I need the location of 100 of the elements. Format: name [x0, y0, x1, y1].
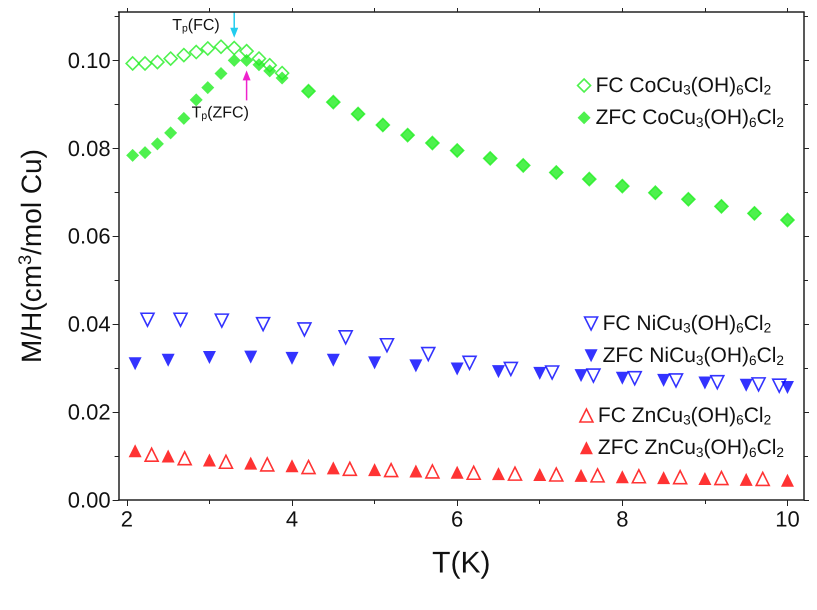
point	[126, 148, 140, 162]
point	[504, 362, 518, 376]
y-tick-label: 0.10	[68, 48, 111, 73]
point	[780, 380, 794, 394]
point	[176, 48, 192, 62]
point	[751, 377, 766, 392]
y-tick-label: 0.06	[68, 224, 111, 249]
y-tick-label: 0.00	[68, 488, 111, 512]
point	[409, 359, 422, 372]
point	[420, 346, 436, 362]
point	[714, 470, 729, 486]
point	[574, 369, 588, 382]
point	[297, 322, 312, 337]
point	[657, 471, 670, 484]
point	[190, 93, 203, 106]
point	[672, 470, 688, 484]
point	[574, 468, 588, 482]
point	[450, 362, 464, 376]
point	[462, 356, 477, 370]
point	[710, 374, 725, 390]
point	[177, 112, 190, 125]
point	[632, 468, 646, 484]
point	[214, 67, 228, 80]
point	[326, 354, 340, 367]
x-axis-title: T(K)	[432, 546, 490, 580]
point	[188, 44, 204, 60]
point	[263, 64, 276, 78]
point	[256, 316, 270, 332]
point	[144, 447, 159, 462]
point	[226, 40, 242, 56]
point	[384, 462, 398, 478]
point	[301, 460, 316, 474]
point	[214, 39, 228, 54]
point	[162, 354, 175, 367]
point	[252, 58, 266, 72]
point	[163, 51, 178, 66]
point	[138, 56, 152, 71]
point	[492, 467, 505, 480]
x-tick-label: 4	[286, 506, 298, 532]
point	[740, 472, 753, 486]
point	[740, 378, 753, 392]
x-tick-label: 10	[775, 506, 800, 532]
point	[548, 467, 564, 482]
x-tick-label: 8	[616, 506, 628, 532]
point	[586, 368, 601, 383]
point	[150, 137, 164, 150]
point	[616, 372, 629, 385]
point	[492, 365, 505, 378]
point	[240, 54, 254, 67]
point	[368, 463, 382, 476]
point	[755, 472, 770, 486]
point	[508, 466, 522, 481]
point	[342, 461, 358, 476]
point	[128, 357, 142, 370]
y-tick-label: 0.02	[68, 400, 111, 425]
point	[590, 468, 605, 483]
point	[202, 351, 216, 364]
point	[409, 464, 422, 478]
point	[772, 378, 787, 393]
point	[368, 356, 382, 370]
y-tick-label: 0.08	[68, 136, 111, 161]
point	[286, 352, 299, 365]
point	[380, 338, 394, 353]
point	[698, 376, 712, 390]
point	[326, 461, 340, 474]
point	[244, 350, 258, 364]
point	[218, 454, 234, 470]
point	[138, 146, 152, 160]
y-axis-title: M/H(cm3/mol Cu)	[15, 149, 47, 363]
point	[214, 313, 230, 328]
point	[228, 54, 241, 67]
point	[780, 474, 794, 487]
point	[173, 312, 188, 328]
point	[177, 450, 192, 466]
point	[128, 444, 142, 458]
x-tick-label: 2	[120, 506, 133, 532]
point	[450, 466, 464, 479]
x-tick-label: 6	[451, 506, 464, 532]
point	[202, 453, 216, 466]
point	[627, 370, 642, 386]
point	[616, 470, 629, 484]
y-tick-label: 0.04	[68, 312, 111, 337]
point	[244, 456, 258, 470]
point	[164, 126, 178, 140]
point	[140, 312, 155, 328]
point	[286, 459, 299, 472]
point	[466, 465, 481, 480]
point	[657, 374, 670, 387]
point	[162, 450, 175, 463]
point	[425, 464, 440, 479]
point	[544, 365, 560, 380]
point	[338, 330, 353, 345]
point	[276, 71, 289, 84]
point	[668, 373, 684, 388]
point	[698, 472, 712, 485]
point	[150, 54, 165, 70]
point	[201, 81, 214, 94]
point	[125, 56, 140, 71]
point	[200, 41, 216, 56]
point	[260, 457, 275, 472]
